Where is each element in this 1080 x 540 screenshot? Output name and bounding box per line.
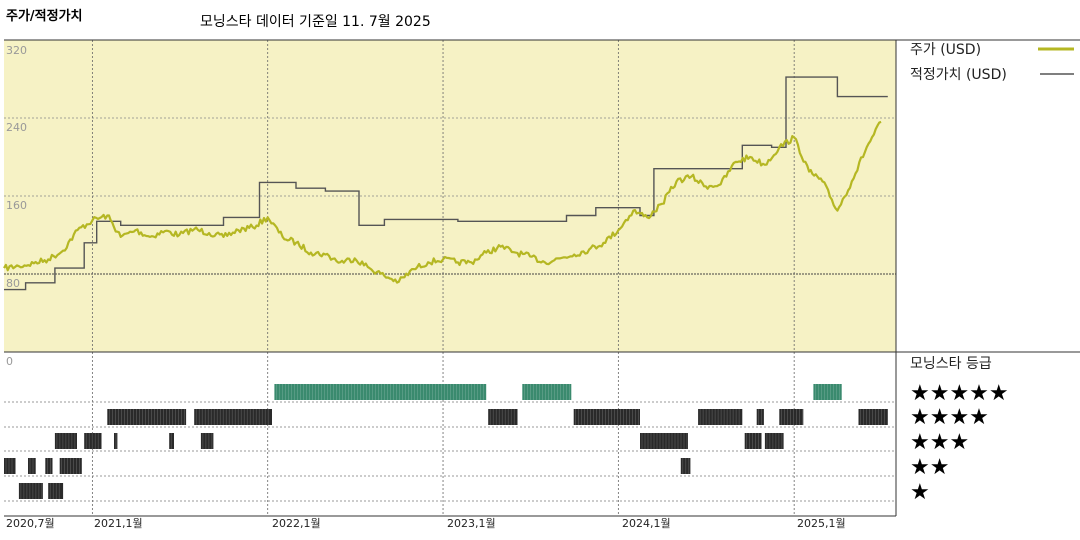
- price-series-line: [3, 120, 882, 284]
- fair-value-series-line: [4, 76, 888, 291]
- legend-label-price: 주가 (USD): [910, 42, 981, 58]
- y-tick-label: 0: [6, 355, 13, 368]
- rating-bar-4-star: [488, 409, 518, 425]
- rating-bar-5-star: [813, 384, 842, 400]
- rating-grid: [4, 401, 896, 502]
- rating-bar-4-star: [756, 409, 764, 425]
- rating-bar-5-star: [522, 384, 572, 400]
- rating-bar-3-star: [84, 433, 102, 449]
- rating-bar-2-star: [45, 458, 53, 474]
- rating-label-2-stars: ★★: [910, 455, 949, 480]
- x-tick-label: 2021,1월: [94, 517, 143, 530]
- rating-bar-3-star: [169, 433, 174, 449]
- rating-bar-4-star: [779, 409, 804, 425]
- x-tick-label: 2023,1월: [447, 517, 496, 530]
- y-tick-label: 320: [6, 44, 27, 57]
- rating-bar-1-star: [18, 483, 43, 499]
- x-tick-label: 2025,1월: [797, 517, 846, 530]
- rating-bar-3-star: [744, 433, 762, 449]
- rating-label-3-stars: ★★★: [910, 430, 969, 455]
- y-tick-label: 240: [6, 121, 27, 134]
- y-tick-labels: 320 240 160 80 0: [6, 44, 27, 368]
- rating-label-5-stars: ★★★★★: [910, 381, 1009, 406]
- chart-title: 주가/적정가치: [6, 8, 83, 24]
- rating-bar-4-star: [107, 409, 187, 425]
- rating-bar-2-star: [680, 458, 691, 474]
- rating-bar-4-star: [194, 409, 272, 425]
- rating-bar-2-star: [4, 458, 16, 474]
- rating-bar-4-star: [698, 409, 743, 425]
- rating-bar-3-star: [114, 433, 118, 449]
- rating-bar-3-star: [764, 433, 784, 449]
- rating-bar-3-star: [54, 433, 77, 449]
- rating-bar-4-star: [573, 409, 640, 425]
- y-tick-label: 160: [6, 199, 27, 212]
- y-tick-label: 80: [6, 277, 20, 290]
- rating-bars: [4, 384, 888, 499]
- rating-bar-3-star: [640, 433, 688, 449]
- rating-star-labels: ★★★★★ ★★★★ ★★★ ★★ ★: [910, 381, 1009, 505]
- rating-bar-5-star: [274, 384, 487, 400]
- x-tick-label: 2024,1월: [622, 517, 671, 530]
- rating-bar-3-star: [200, 433, 214, 449]
- rating-label-4-stars: ★★★★: [910, 405, 989, 430]
- x-tick-label: 2022,1월: [272, 517, 321, 530]
- rating-bar-2-star: [28, 458, 36, 474]
- legend: 주가 (USD) 적정가치 (USD): [910, 42, 1074, 83]
- rating-label-1-star: ★: [910, 480, 930, 505]
- legend-label-fair-value: 적정가치 (USD): [910, 67, 1007, 83]
- rating-title: 모닝스타 등급: [910, 356, 992, 372]
- rating-bar-4-star: [858, 409, 888, 425]
- rating-bar-2-star: [59, 458, 82, 474]
- rating-bar-1-star: [48, 483, 64, 499]
- x-tick-label: 2020,7월: [6, 517, 55, 530]
- chart-subtitle: 모닝스타 데이터 기준일 11. 7월 2025: [200, 14, 431, 30]
- x-tick-labels: 2020,7월 2021,1월 2022,1월 2023,1월 2024,1월 …: [6, 517, 846, 530]
